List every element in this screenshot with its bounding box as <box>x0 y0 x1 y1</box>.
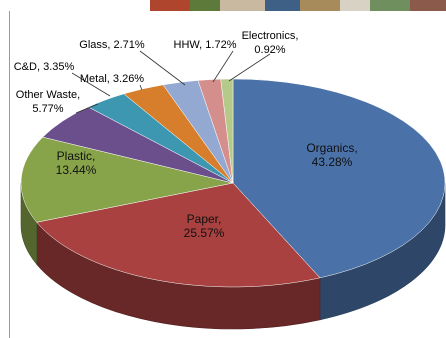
data-label-metal: Metal, 3.26% <box>80 73 144 85</box>
data-label-glass: Glass, 2.71% <box>79 39 145 51</box>
slice-plastic <box>20 136 234 223</box>
header-photo-graphic <box>150 0 446 11</box>
data-label-paper: Paper, 25.57% <box>184 212 225 240</box>
slice-paper <box>36 182 321 288</box>
header-photo-strip <box>150 0 446 11</box>
chart-frame <box>9 11 437 338</box>
leader-line-glass <box>139 50 186 86</box>
leader-line-hhw <box>212 50 234 83</box>
data-label-organics: Organics, 43.28% <box>306 141 357 169</box>
leader-line-c-d <box>71 72 111 97</box>
leader-line-other-waste <box>75 103 99 114</box>
leader-line-electronics <box>228 53 271 82</box>
leader-line-metal <box>139 84 143 91</box>
data-label-c-d: C&D, 3.35% <box>14 61 75 73</box>
data-label-electronics: Electronics, 0.92% <box>242 30 299 56</box>
data-label-other-waste: Other Waste, 5.77% <box>16 89 80 115</box>
slice-electronics <box>220 78 234 184</box>
data-label-plastic: Plastic, 13.44% <box>56 149 97 177</box>
data-label-hhw: HHW, 1.72% <box>174 39 237 51</box>
slice-organics <box>232 78 446 279</box>
